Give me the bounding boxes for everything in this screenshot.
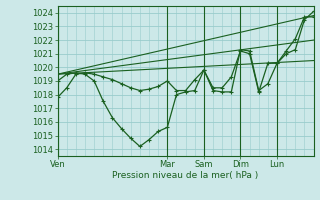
X-axis label: Pression niveau de la mer( hPa ): Pression niveau de la mer( hPa ) — [112, 171, 259, 180]
